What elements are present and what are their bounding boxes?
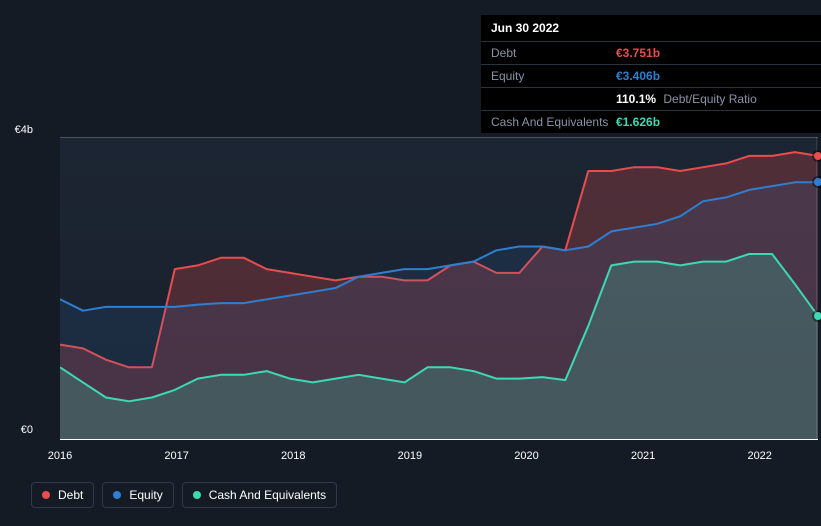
tooltip-label-ratio (491, 92, 616, 106)
financial-chart: €4b €0 2016201720182019202020212022 Jun … (15, 0, 805, 526)
chart-tooltip: Jun 30 2022 Debt €3.751b Equity €3.406b … (481, 15, 821, 133)
x-tick-label: 2019 (398, 450, 422, 462)
tooltip-row-cash: Cash And Equivalents €1.626b (481, 110, 821, 133)
tooltip-value-ratio: 110.1% (616, 92, 656, 106)
tooltip-label-cash: Cash And Equivalents (491, 115, 616, 129)
x-tick-label: 2017 (164, 450, 188, 462)
tooltip-row-debt: Debt €3.751b (481, 41, 821, 64)
tooltip-ratio-suffix: Debt/Equity Ratio (663, 92, 756, 106)
x-tick-label: 2018 (281, 450, 305, 462)
legend-dot-icon (42, 491, 50, 499)
x-tick-label: 2022 (747, 450, 771, 462)
x-axis-line (60, 439, 818, 440)
x-tick-label: 2016 (48, 450, 72, 462)
tooltip-value-debt: €3.751b (616, 46, 660, 60)
tooltip-label-debt: Debt (491, 46, 616, 60)
y-tick-label-min: €0 (21, 424, 33, 436)
tooltip-value-equity: €3.406b (616, 69, 660, 83)
legend-item-equity[interactable]: Equity (102, 482, 173, 508)
tooltip-row-ratio: 110.1% Debt/Equity Ratio (481, 87, 821, 110)
legend-label: Debt (58, 488, 83, 502)
series-end-dot-debt (814, 152, 821, 160)
plot-area[interactable] (60, 137, 818, 439)
tooltip-date: Jun 30 2022 (481, 15, 821, 41)
series-end-dot-cash (814, 312, 821, 320)
legend-dot-icon (113, 491, 121, 499)
legend-label: Equity (129, 488, 162, 502)
x-tick-label: 2021 (631, 450, 655, 462)
y-tick-label-max: €4b (15, 124, 33, 136)
tooltip-row-equity: Equity €3.406b (481, 64, 821, 87)
legend-item-cash[interactable]: Cash And Equivalents (182, 482, 337, 508)
x-tick-label: 2020 (514, 450, 538, 462)
legend-item-debt[interactable]: Debt (31, 482, 94, 508)
series-end-dot-equity (814, 178, 821, 186)
legend-label: Cash And Equivalents (209, 488, 326, 502)
tooltip-label-equity: Equity (491, 69, 616, 83)
legend-dot-icon (193, 491, 201, 499)
chart-legend: Debt Equity Cash And Equivalents (31, 482, 337, 508)
tooltip-value-cash: €1.626b (616, 115, 660, 129)
